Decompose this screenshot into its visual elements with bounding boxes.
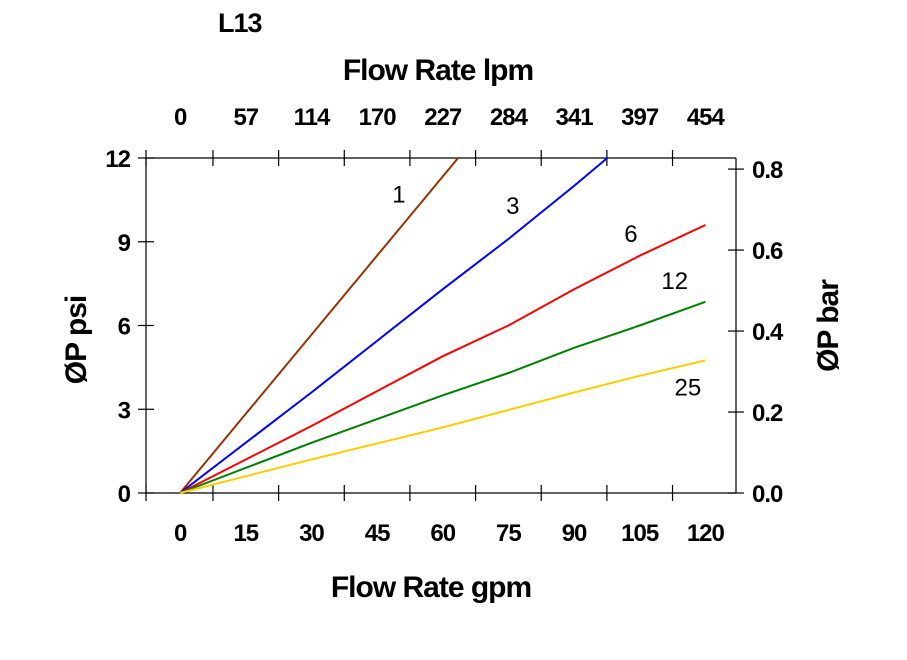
- x-tick-label: 15: [233, 520, 258, 547]
- x2-tick-label: 284: [490, 104, 529, 131]
- y2-tick-label: 0.4: [752, 319, 784, 346]
- y2-tick-label: 0.0: [752, 481, 783, 508]
- x2-tick-label: 341: [556, 104, 594, 131]
- series-line-1: [179, 157, 459, 494]
- bottom-axis-title: Flow Rate gpm: [331, 571, 531, 604]
- x2-tick-label: 227: [424, 104, 462, 131]
- top-axis-title: Flow Rate lpm: [343, 54, 533, 87]
- y-tick-label: 6: [118, 314, 131, 341]
- y-tick-label: 9: [118, 230, 131, 257]
- x-tick-label: 0: [174, 520, 187, 547]
- y-tick-label: 12: [105, 146, 130, 173]
- right-axis-title: ØP bar: [812, 279, 845, 372]
- series-label-1: 1: [392, 182, 405, 209]
- x2-tick-label: 397: [621, 104, 659, 131]
- y-tick-label: 0: [118, 481, 131, 508]
- series-line-3: [179, 157, 608, 494]
- series-label-6: 6: [624, 221, 637, 248]
- y2-tick-label: 0.8: [752, 157, 783, 184]
- series-label-3: 3: [506, 193, 519, 220]
- x-tick-label: 60: [430, 520, 455, 547]
- left-axis-title: ØP psi: [60, 296, 93, 384]
- x-tick-label: 30: [299, 520, 324, 547]
- series-label-12: 12: [661, 268, 688, 295]
- x2-tick-label: 57: [233, 104, 258, 131]
- x2-tick-label: 454: [687, 104, 726, 131]
- y-tick-label: 3: [118, 397, 131, 424]
- x2-tick-label: 0: [174, 104, 187, 131]
- series-line-6: [179, 224, 706, 494]
- y2-tick-label: 0.2: [752, 400, 783, 427]
- y2-tick-label: 0.6: [752, 238, 783, 265]
- x2-tick-label: 114: [294, 104, 331, 131]
- chart-title: L13: [218, 8, 263, 38]
- series-label-25: 25: [675, 374, 702, 401]
- x-tick-label: 105: [621, 520, 659, 547]
- x-tick-label: 90: [562, 520, 587, 547]
- x-tick-label: 75: [496, 520, 521, 547]
- x-tick-label: 45: [365, 520, 390, 547]
- x-tick-label: 120: [687, 520, 725, 547]
- series-line-25: [179, 359, 706, 494]
- series-line-12: [179, 300, 706, 494]
- x2-tick-label: 170: [359, 104, 397, 131]
